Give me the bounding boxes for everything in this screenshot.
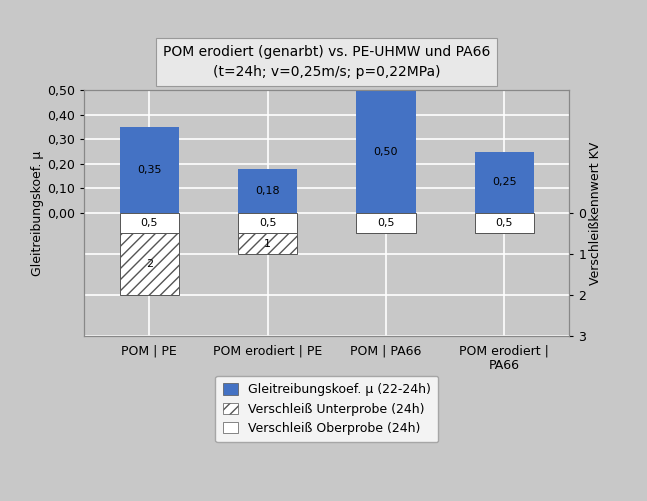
Text: 0,5: 0,5: [140, 218, 158, 228]
Bar: [356, 90, 415, 213]
Legend: Gleitreibungskoef. μ (22-24h), Verschleiß Unterprobe (24h), Verschleiß Oberprobe: Gleitreibungskoef. μ (22-24h), Verschlei…: [215, 376, 438, 442]
Bar: [120, 127, 179, 213]
Text: 0,5: 0,5: [377, 218, 395, 228]
Bar: [475, 213, 534, 233]
Title: POM erodiert (genarbt) vs. PE-UHMW und PA66
(t=24h; v=0,25m/s; p=0,22MPa): POM erodiert (genarbt) vs. PE-UHMW und P…: [163, 45, 490, 79]
Bar: [120, 213, 179, 233]
Text: 2: 2: [146, 259, 153, 269]
Y-axis label: Gleitreibungskoef. μ: Gleitreibungskoef. μ: [31, 150, 44, 276]
Bar: [238, 169, 297, 213]
Bar: [238, 213, 297, 233]
Y-axis label: Verschleißkennwert KV: Verschleißkennwert KV: [589, 141, 602, 285]
Text: 0,18: 0,18: [256, 186, 280, 196]
Text: 0,35: 0,35: [137, 165, 162, 175]
Text: 0,5: 0,5: [496, 218, 513, 228]
Bar: [356, 213, 415, 233]
Text: 0,25: 0,25: [492, 177, 516, 187]
Bar: [475, 152, 534, 213]
Text: 0,50: 0,50: [374, 147, 398, 156]
Bar: [238, 233, 297, 254]
Text: 0,5: 0,5: [259, 218, 276, 228]
Bar: [120, 233, 179, 295]
Text: 1: 1: [264, 238, 271, 248]
